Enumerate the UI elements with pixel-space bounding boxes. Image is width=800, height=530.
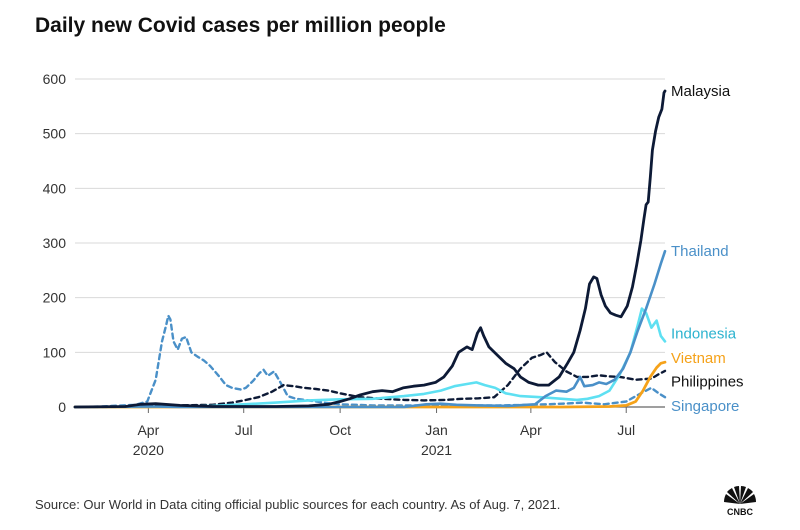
y-tick-label: 300 xyxy=(43,235,67,251)
y-tick-label: 400 xyxy=(43,180,67,196)
end-label-malaysia: Malaysia xyxy=(671,83,731,100)
logo-text: CNBC xyxy=(727,507,753,517)
series-line-indonesia xyxy=(73,307,667,409)
x-tick-year-label: 2021 xyxy=(421,442,452,458)
cnbc-peacock-logo-icon: CNBC xyxy=(724,486,756,517)
x-tick-label: Oct xyxy=(329,422,351,438)
x-tick-label: Apr xyxy=(520,422,542,438)
y-tick-label: 500 xyxy=(43,126,67,142)
series-line-malaysia xyxy=(73,89,667,409)
x-axis: Apr 2020 Jul Oct Jan 2021 Apr Jul xyxy=(133,407,635,458)
end-label-philippines: Philippines xyxy=(671,373,744,390)
series-line-philippines xyxy=(73,351,667,409)
y-tick-label: 200 xyxy=(43,290,67,306)
end-label-singapore: Singapore xyxy=(671,398,739,415)
end-label-thailand: Thailand xyxy=(671,243,729,260)
x-tick-label: Apr xyxy=(137,422,159,438)
chart-title: Daily new Covid cases per million people xyxy=(35,14,446,37)
series-line-thailand xyxy=(73,249,667,409)
y-tick-label: 0 xyxy=(58,399,66,415)
gridlines xyxy=(75,78,665,408)
series-end-labels: Malaysia Thailand Indonesia Vietnam Philippi… xyxy=(671,83,744,415)
series-lines xyxy=(73,89,667,409)
end-label-indonesia: Indonesia xyxy=(671,326,737,343)
source-note: Source: Our World in Data citing officia… xyxy=(35,497,561,512)
y-axis-tick-labels: 0 100 200 300 400 500 600 xyxy=(43,71,67,415)
end-label-vietnam: Vietnam xyxy=(671,350,726,367)
series-line-singapore xyxy=(73,314,667,409)
series-line-vietnam xyxy=(73,360,667,409)
y-tick-label: 600 xyxy=(43,71,67,87)
y-tick-label: 100 xyxy=(43,344,67,360)
x-tick-label: Jan xyxy=(425,422,448,438)
x-tick-label: Jul xyxy=(235,422,253,438)
x-tick-year-label: 2020 xyxy=(133,442,164,458)
x-tick-label: Jul xyxy=(617,422,635,438)
